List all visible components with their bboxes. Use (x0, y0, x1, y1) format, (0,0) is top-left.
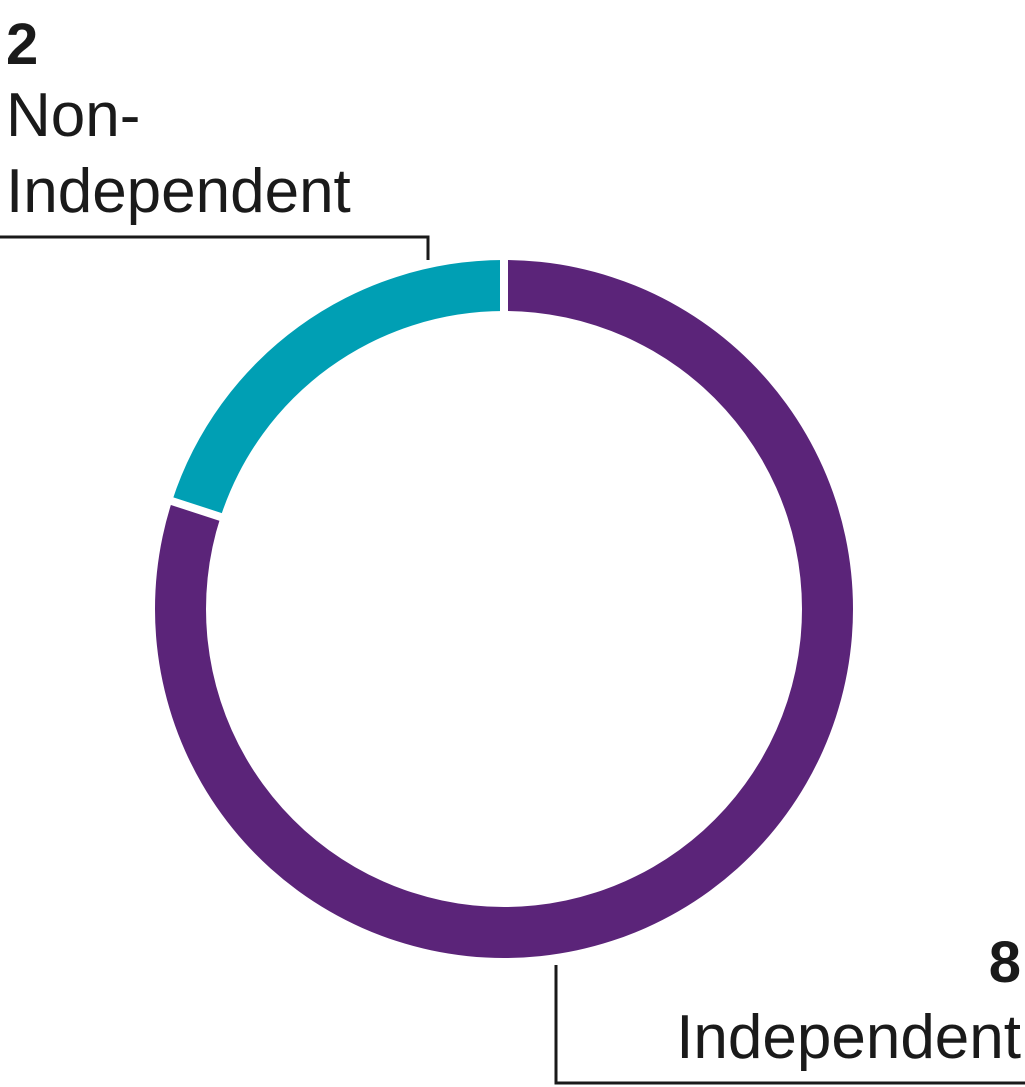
leader-line (554, 965, 1025, 1085)
donut-segment (172, 260, 504, 517)
value-label: 2 (6, 12, 39, 77)
category-label: Non-Independent (6, 81, 351, 226)
category-label: Independent (676, 1003, 1021, 1072)
value-label: 8 (988, 930, 1021, 995)
segment-gap (167, 496, 226, 522)
leader-line (0, 235, 430, 260)
